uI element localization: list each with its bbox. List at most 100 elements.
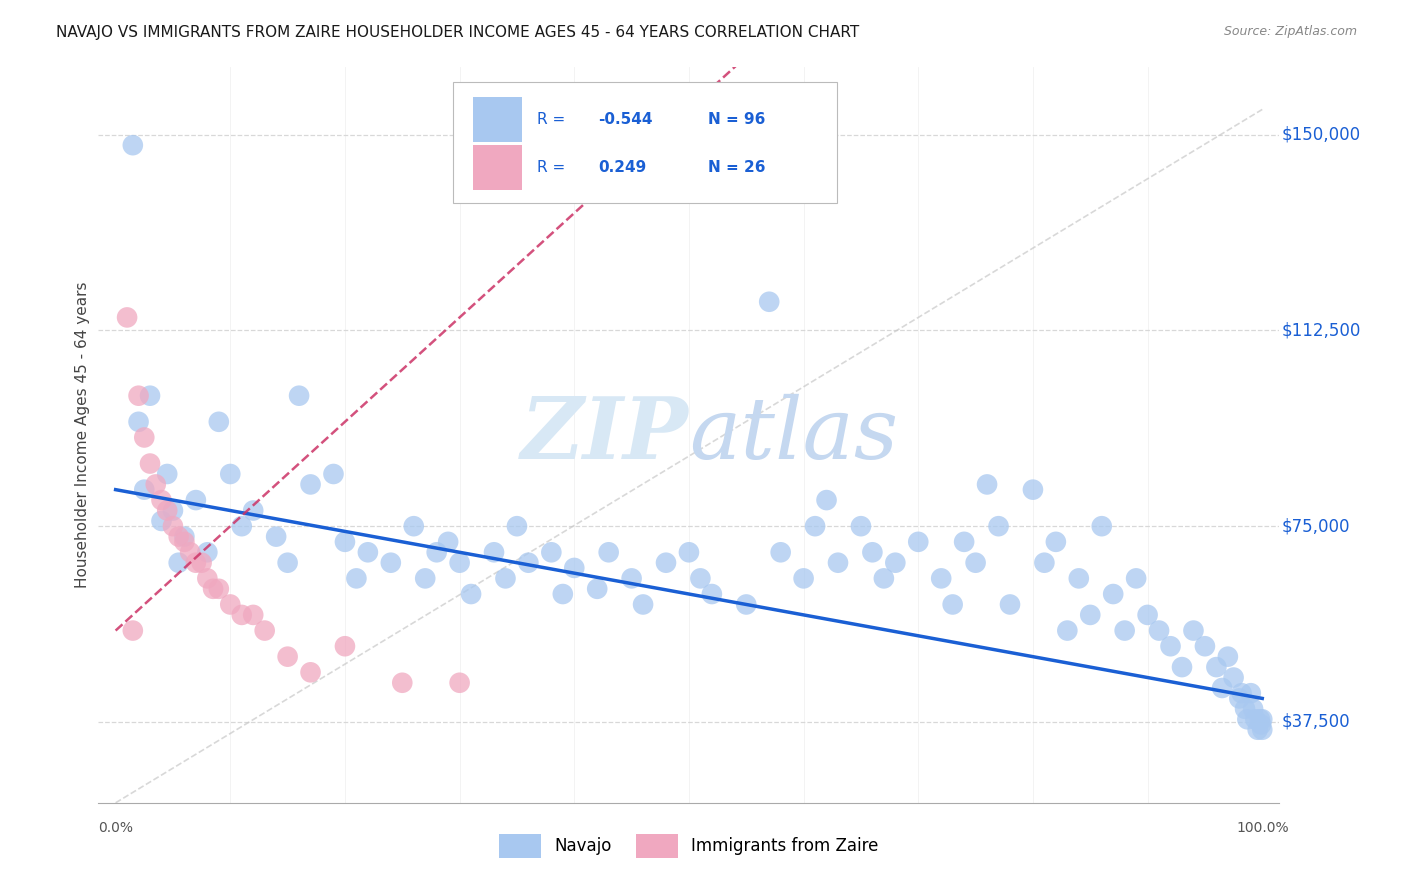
Point — [678, 545, 700, 559]
Point — [689, 571, 711, 585]
Legend: Navajo, Immigrants from Zaire: Navajo, Immigrants from Zaire — [492, 828, 886, 864]
Point — [551, 587, 574, 601]
Point — [134, 483, 156, 497]
Point — [735, 598, 758, 612]
Point — [860, 545, 883, 559]
Point — [1205, 660, 1227, 674]
Point — [1045, 534, 1067, 549]
Point — [1067, 571, 1090, 585]
Point — [1244, 712, 1267, 726]
Point — [242, 607, 264, 622]
Point — [1102, 587, 1125, 601]
Point — [173, 534, 195, 549]
Point — [437, 534, 460, 549]
Text: $150,000: $150,000 — [1282, 126, 1361, 144]
Text: R =: R = — [537, 160, 569, 175]
Point — [219, 598, 242, 612]
Text: 0.249: 0.249 — [598, 160, 647, 175]
Point — [1250, 717, 1272, 731]
Point — [380, 556, 402, 570]
Bar — [472, 145, 523, 189]
Point — [976, 477, 998, 491]
Point — [162, 519, 184, 533]
Point — [264, 530, 287, 544]
Point — [449, 556, 471, 570]
Point — [700, 587, 723, 601]
Point — [793, 571, 815, 585]
Point — [586, 582, 609, 596]
Point — [655, 556, 678, 570]
Point — [1022, 483, 1045, 497]
Point — [277, 556, 299, 570]
Point — [998, 598, 1021, 612]
Text: N = 26: N = 26 — [707, 160, 765, 175]
Point — [219, 467, 242, 481]
Point — [1247, 723, 1270, 737]
Point — [907, 534, 929, 549]
Text: $37,500: $37,500 — [1282, 713, 1350, 731]
Point — [631, 598, 654, 612]
Text: N = 96: N = 96 — [707, 112, 765, 127]
Point — [758, 294, 780, 309]
Point — [1227, 691, 1250, 706]
Point — [184, 493, 207, 508]
Point — [231, 519, 253, 533]
Point — [620, 571, 643, 585]
Point — [333, 534, 356, 549]
Point — [460, 587, 482, 601]
Point — [121, 138, 143, 153]
Point — [1136, 607, 1159, 622]
Point — [562, 561, 585, 575]
Text: 100.0%: 100.0% — [1236, 821, 1288, 835]
Point — [1125, 571, 1147, 585]
Point — [482, 545, 505, 559]
Point — [179, 545, 201, 559]
Point — [139, 389, 162, 403]
Point — [1251, 712, 1274, 726]
Point — [1240, 686, 1263, 700]
Point — [150, 493, 173, 508]
Point — [231, 607, 253, 622]
FancyBboxPatch shape — [453, 81, 837, 203]
Point — [769, 545, 792, 559]
Point — [299, 477, 322, 491]
Text: $112,500: $112,500 — [1282, 321, 1361, 340]
Point — [402, 519, 425, 533]
Point — [167, 530, 190, 544]
Point — [242, 503, 264, 517]
Point — [1033, 556, 1056, 570]
Point — [128, 389, 150, 403]
Point — [391, 675, 413, 690]
Point — [1182, 624, 1205, 638]
Bar — [472, 97, 523, 142]
Point — [1078, 607, 1101, 622]
Point — [253, 624, 276, 638]
Point — [873, 571, 896, 585]
Point — [804, 519, 827, 533]
Point — [827, 556, 849, 570]
Point — [1249, 712, 1271, 726]
Point — [987, 519, 1010, 533]
Point — [1251, 723, 1274, 737]
Point — [145, 477, 167, 491]
Text: -0.544: -0.544 — [598, 112, 652, 127]
Point — [1147, 624, 1170, 638]
Point — [344, 571, 367, 585]
Point — [1241, 702, 1264, 716]
Point — [1194, 639, 1216, 653]
Text: atlas: atlas — [689, 393, 898, 476]
Point — [162, 503, 184, 517]
Text: R =: R = — [537, 112, 569, 127]
Point — [202, 582, 225, 596]
Text: Source: ZipAtlas.com: Source: ZipAtlas.com — [1223, 25, 1357, 38]
Text: NAVAJO VS IMMIGRANTS FROM ZAIRE HOUSEHOLDER INCOME AGES 45 - 64 YEARS CORRELATIO: NAVAJO VS IMMIGRANTS FROM ZAIRE HOUSEHOL… — [56, 25, 859, 40]
Point — [121, 624, 143, 638]
Point — [1234, 702, 1257, 716]
Point — [1230, 686, 1253, 700]
Point — [288, 389, 311, 403]
Point — [426, 545, 449, 559]
Point — [1160, 639, 1182, 653]
Point — [517, 556, 540, 570]
Point — [195, 571, 218, 585]
Point — [1114, 624, 1136, 638]
